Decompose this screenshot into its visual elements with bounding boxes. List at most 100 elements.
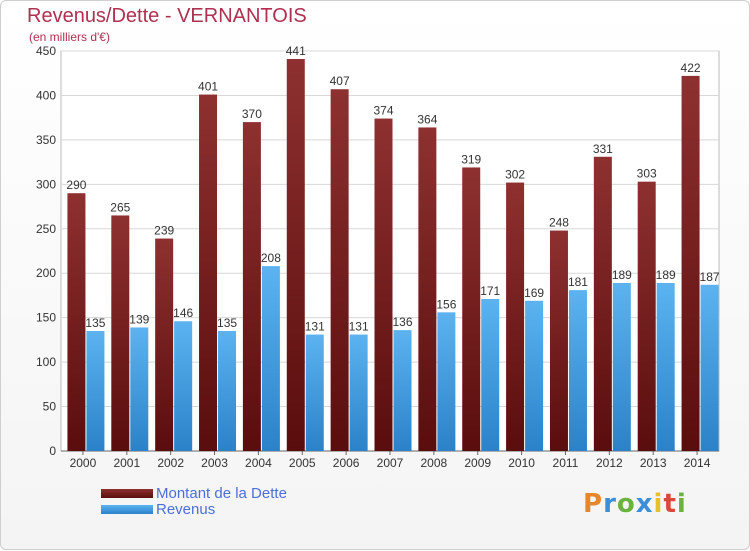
data-label-debt: 303 [637, 167, 657, 181]
x-tick-label: 2012 [596, 456, 623, 470]
data-label-debt: 401 [198, 80, 218, 94]
data-label-debt: 374 [373, 104, 393, 118]
bar-revenue [656, 283, 675, 451]
data-label-debt: 422 [681, 61, 701, 75]
legend-label-debt: Montant de la Dette [156, 485, 287, 502]
bar-debt [637, 181, 656, 451]
bar-revenue [700, 284, 719, 451]
bar-debt [506, 182, 525, 452]
data-label-debt: 370 [242, 107, 262, 121]
bar-debt [593, 156, 612, 451]
x-tick-label: 2007 [377, 456, 404, 470]
x-tick-label: 2014 [684, 456, 711, 470]
y-tick-label: 0 [49, 444, 56, 458]
x-tick-label: 2000 [70, 456, 97, 470]
bar-debt [286, 59, 305, 451]
bar-debt [681, 75, 700, 451]
data-label-revenue: 189 [656, 268, 676, 282]
x-tick-label: 2009 [464, 456, 491, 470]
x-tick-label: 2001 [113, 456, 140, 470]
data-label-debt: 248 [549, 216, 569, 230]
bar-revenue [261, 266, 280, 451]
data-label-debt: 364 [417, 112, 437, 126]
data-label-revenue: 136 [392, 315, 412, 329]
bar-revenue [86, 331, 105, 451]
bar-revenue [349, 334, 368, 451]
data-label-revenue: 139 [129, 312, 149, 326]
data-label-revenue: 131 [305, 320, 325, 334]
data-label-revenue: 187 [700, 270, 720, 284]
x-tick-label: 2011 [553, 456, 579, 470]
y-tick-label: 400 [36, 88, 56, 102]
y-tick-label: 450 [36, 44, 56, 58]
legend-label-revenue: Revenus [156, 501, 216, 518]
logo-letter: r [603, 489, 617, 519]
bar-revenue [130, 327, 149, 451]
proxiti-logo: Proxiti [583, 489, 687, 519]
y-tick-label: 250 [36, 222, 56, 236]
data-label-debt: 302 [505, 168, 525, 182]
x-tick-label: 2013 [640, 456, 667, 470]
y-tick-label: 200 [36, 266, 56, 280]
data-label-debt: 331 [593, 142, 613, 156]
data-label-revenue: 135 [217, 316, 237, 330]
data-label-debt: 319 [461, 152, 481, 166]
data-label-debt: 407 [330, 74, 350, 88]
bar-revenue [305, 334, 324, 451]
y-tick-label: 150 [36, 311, 56, 325]
legend-swatch-revenue [101, 505, 153, 514]
bar-debt [199, 94, 218, 452]
bar-debt [418, 127, 437, 451]
x-tick-label: 2003 [201, 456, 228, 470]
bar-revenue [437, 312, 456, 451]
chart-title: Revenus/Dette - VERNANTOIS [27, 5, 307, 27]
data-label-debt: 239 [154, 224, 174, 238]
data-label-revenue: 208 [261, 251, 281, 265]
x-tick-label: 2006 [333, 456, 360, 470]
x-tick-label: 2002 [157, 456, 184, 470]
bar-debt [67, 193, 86, 451]
bar-debt [549, 230, 568, 451]
data-label-revenue: 135 [85, 316, 105, 330]
bar-debt [330, 89, 349, 451]
logo-letter: i [653, 489, 664, 519]
y-tick-label: 100 [36, 355, 56, 369]
bar-revenue [568, 290, 587, 451]
y-tick-label: 300 [36, 177, 56, 191]
x-tick-label: 2004 [245, 456, 272, 470]
bar-debt [111, 215, 130, 451]
bar-revenue [393, 330, 412, 451]
data-label-revenue: 189 [612, 268, 632, 282]
y-tick-label: 50 [43, 400, 57, 414]
logo-letter: o [616, 489, 636, 519]
x-tick-label: 2008 [421, 456, 448, 470]
bar-revenue [525, 300, 544, 451]
data-label-debt: 290 [66, 178, 86, 192]
data-label-revenue: 146 [173, 306, 193, 320]
logo-letter: t [663, 489, 677, 519]
bar-revenue [218, 331, 237, 451]
logo-letter: P [583, 489, 604, 519]
data-label-revenue: 131 [349, 320, 369, 334]
bar-debt [155, 238, 174, 451]
data-label-revenue: 171 [480, 284, 500, 298]
bar-debt [462, 167, 481, 451]
data-label-revenue: 181 [568, 275, 588, 289]
x-tick-label: 2005 [289, 456, 316, 470]
logo-letter: x [635, 489, 654, 519]
data-label-debt: 265 [110, 200, 130, 214]
data-label-debt: 441 [286, 44, 306, 58]
bar-revenue [481, 299, 500, 451]
bar-revenue [174, 321, 193, 451]
bar-debt [374, 118, 393, 452]
y-tick-label: 350 [36, 133, 56, 147]
x-tick-label: 2010 [508, 456, 535, 470]
data-label-revenue: 169 [524, 286, 544, 300]
logo-letter: i [676, 489, 687, 519]
legend-swatch-debt [101, 489, 153, 498]
bar-debt [242, 122, 261, 451]
chart-subtitle: (en milliers d'€) [29, 30, 110, 44]
bar-revenue [612, 283, 631, 451]
